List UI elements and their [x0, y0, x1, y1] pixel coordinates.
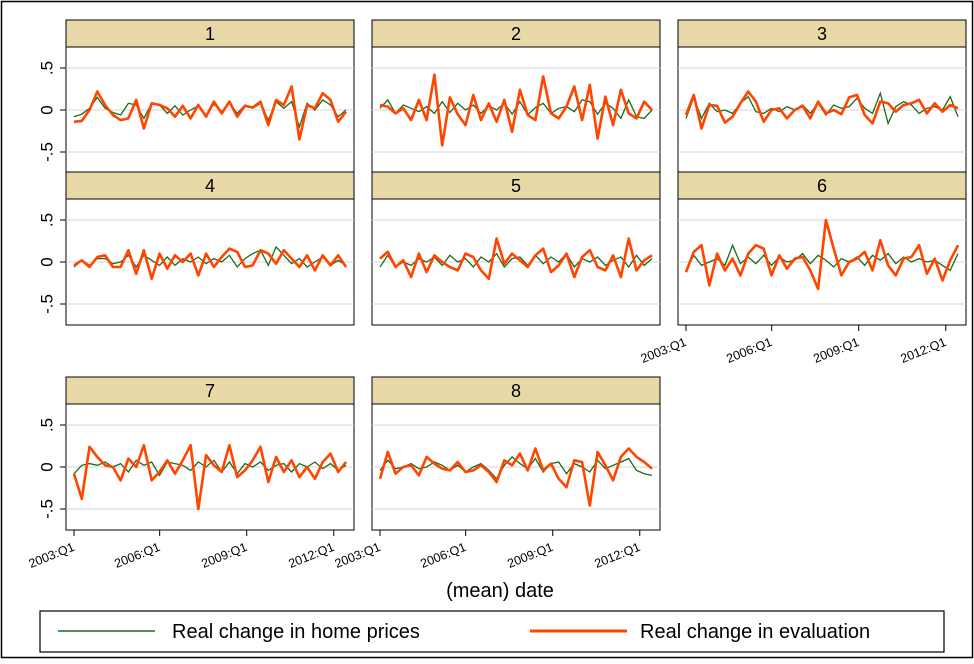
- y-tick-label: -.5: [37, 142, 56, 162]
- panel-5: 5: [371, 171, 661, 326]
- series-evaluation: [379, 237, 653, 281]
- legend: Real change in home prices Real change i…: [39, 610, 945, 653]
- panel-4: 4 .5 0 -.5: [37, 171, 355, 326]
- legend-label-evaluation: Real change in evaluation: [640, 621, 870, 643]
- panel-label: 6: [817, 176, 827, 196]
- y-tick-label: 0: [37, 257, 56, 266]
- series-evaluation: [379, 73, 653, 147]
- y-tick-label: .5: [37, 61, 56, 75]
- panel-label: 4: [205, 176, 215, 196]
- series-evaluation: [72, 443, 348, 511]
- panel-label: 1: [205, 24, 215, 44]
- y-tick-label: -.5: [37, 499, 56, 519]
- panel-label: 3: [817, 24, 827, 44]
- panel-strip: [65, 376, 355, 405]
- series-evaluation: [684, 218, 960, 291]
- y-tick-label: 0: [37, 105, 56, 114]
- y-tick-label: .5: [37, 213, 56, 227]
- legend-label-home-prices: Real change in home prices: [172, 621, 420, 643]
- panel-strip: [65, 171, 355, 200]
- panel-label: 5: [511, 176, 521, 196]
- panel-strip: [65, 19, 355, 48]
- series-evaluation: [378, 447, 653, 507]
- panel-label: 7: [205, 381, 215, 401]
- y-tick-label: .5: [37, 418, 56, 432]
- y-tick-label: -.5: [37, 294, 56, 314]
- series-evaluation: [684, 90, 959, 130]
- panel-strip: [371, 19, 661, 48]
- panel-3: 3: [677, 19, 967, 174]
- panel-label: 2: [511, 24, 521, 44]
- panel-2: 2: [371, 19, 661, 174]
- series-home-prices: [73, 459, 347, 477]
- panel-label: 8: [511, 381, 521, 401]
- series-evaluation: [73, 85, 348, 141]
- panel-strip: [677, 19, 967, 48]
- panel-strip: [371, 171, 661, 200]
- y-tick-label: 0: [37, 462, 56, 471]
- panel-1: 1 .5 0 -.5: [37, 19, 355, 174]
- legend-box: [39, 610, 945, 653]
- x-axis-title: (mean) date: [446, 580, 554, 602]
- series-evaluation: [73, 247, 348, 281]
